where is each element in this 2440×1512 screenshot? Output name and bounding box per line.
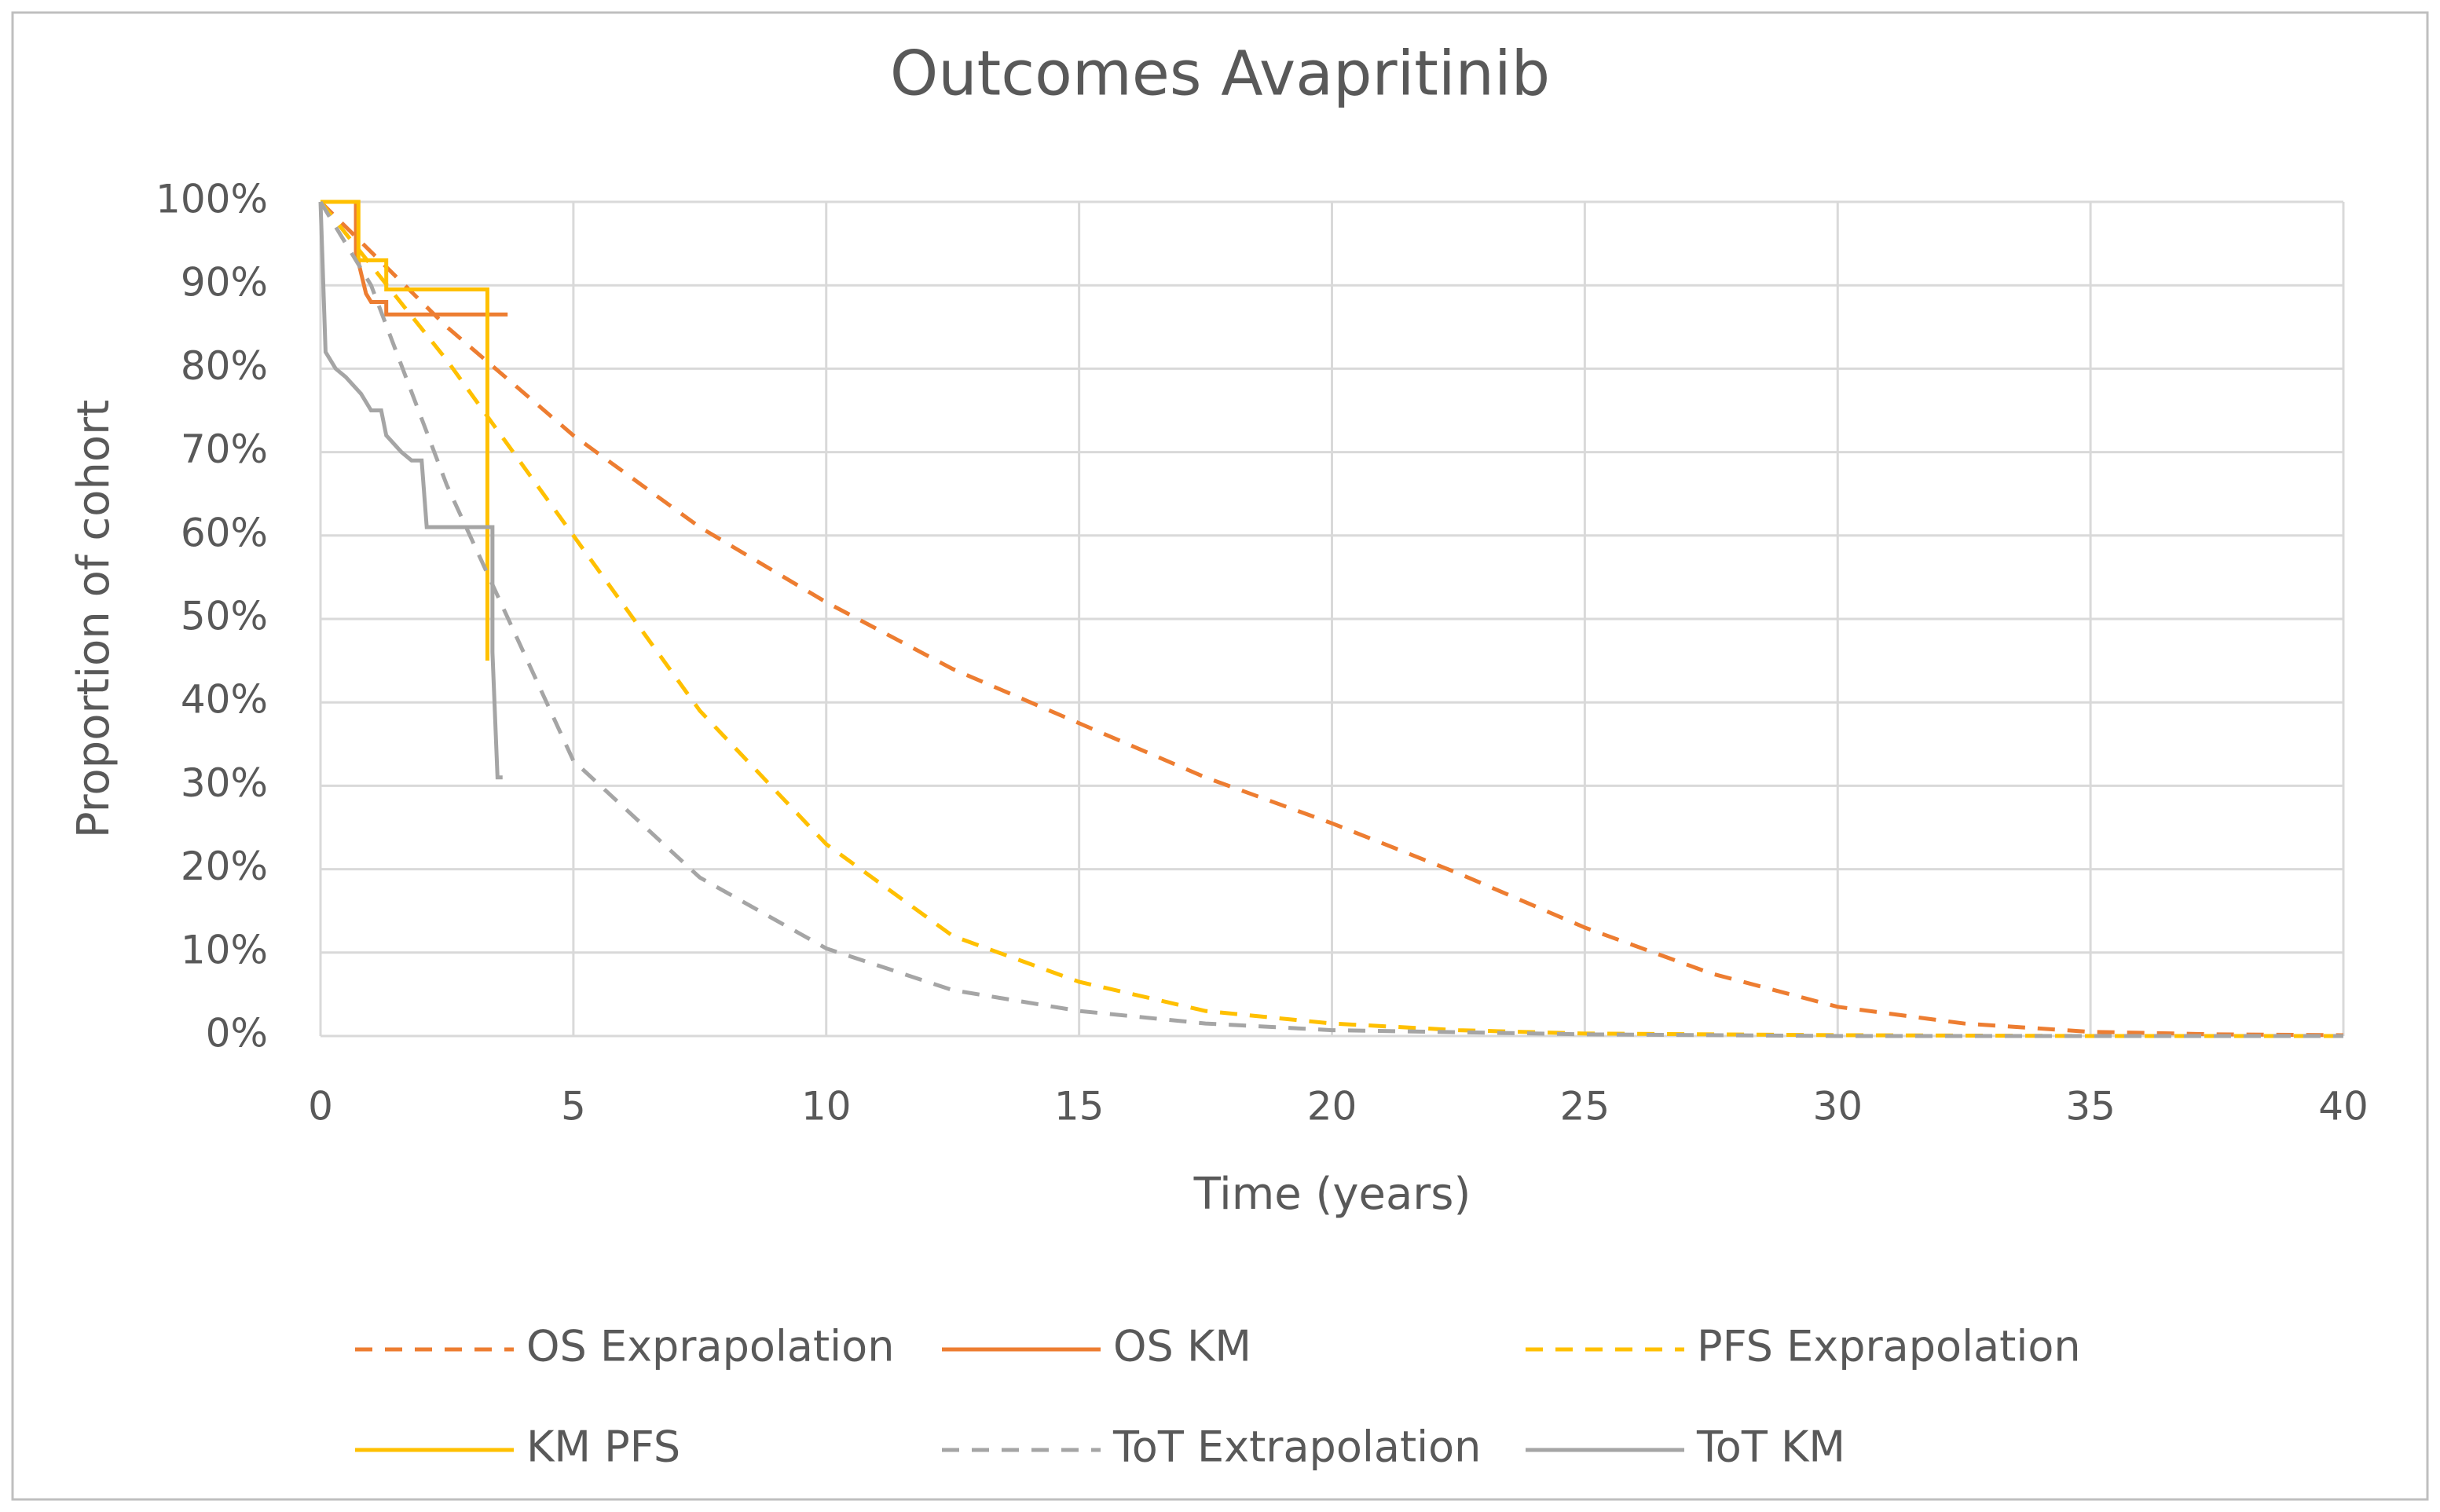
y-tick-label: 90% — [181, 260, 268, 306]
chart-title: Outcomes Avapritinib — [890, 38, 1550, 109]
y-tick-label: 50% — [181, 594, 268, 639]
legend-label: OS Exprapolation — [526, 1322, 894, 1371]
legend-label: ToT Extrapolation — [1112, 1422, 1481, 1472]
legend-label: KM PFS — [526, 1422, 680, 1472]
x-tick-label: 15 — [1054, 1084, 1105, 1129]
x-axis-title: Time (years) — [1193, 1169, 1471, 1220]
series-line — [321, 200, 489, 661]
series-line — [321, 200, 508, 317]
series-line — [318, 201, 503, 780]
series-line — [319, 200, 2344, 1038]
x-tick-label: 0 — [308, 1084, 333, 1129]
legend-label: ToT KM — [1696, 1422, 1845, 1472]
legend-label: PFS Exprapolation — [1697, 1322, 2081, 1371]
x-tick-label: 30 — [1812, 1084, 1863, 1129]
y-tick-label: 60% — [181, 510, 268, 555]
legend-label: OS KM — [1113, 1322, 1251, 1371]
y-tick-label: 30% — [181, 760, 268, 806]
y-tick-label: 10% — [181, 927, 268, 972]
y-tick-label: 40% — [181, 677, 268, 723]
y-axis-title: Proportion of cohort — [68, 400, 119, 838]
x-tick-label: 10 — [801, 1084, 852, 1129]
y-tick-label: 100% — [156, 177, 268, 222]
x-tick-label: 35 — [2065, 1084, 2116, 1129]
y-tick-label: 20% — [181, 844, 268, 889]
series-line — [319, 200, 2343, 1038]
y-tick-label: 70% — [181, 427, 268, 472]
y-tick-label: 80% — [181, 343, 268, 389]
chart-border — [11, 11, 2429, 1501]
x-tick-label: 25 — [1560, 1084, 1610, 1129]
y-tick-label: 0% — [206, 1011, 268, 1056]
x-tick-label: 40 — [2318, 1084, 2369, 1129]
series-line — [318, 200, 2343, 1038]
x-tick-label: 20 — [1307, 1084, 1357, 1129]
x-tick-label: 5 — [561, 1084, 586, 1129]
